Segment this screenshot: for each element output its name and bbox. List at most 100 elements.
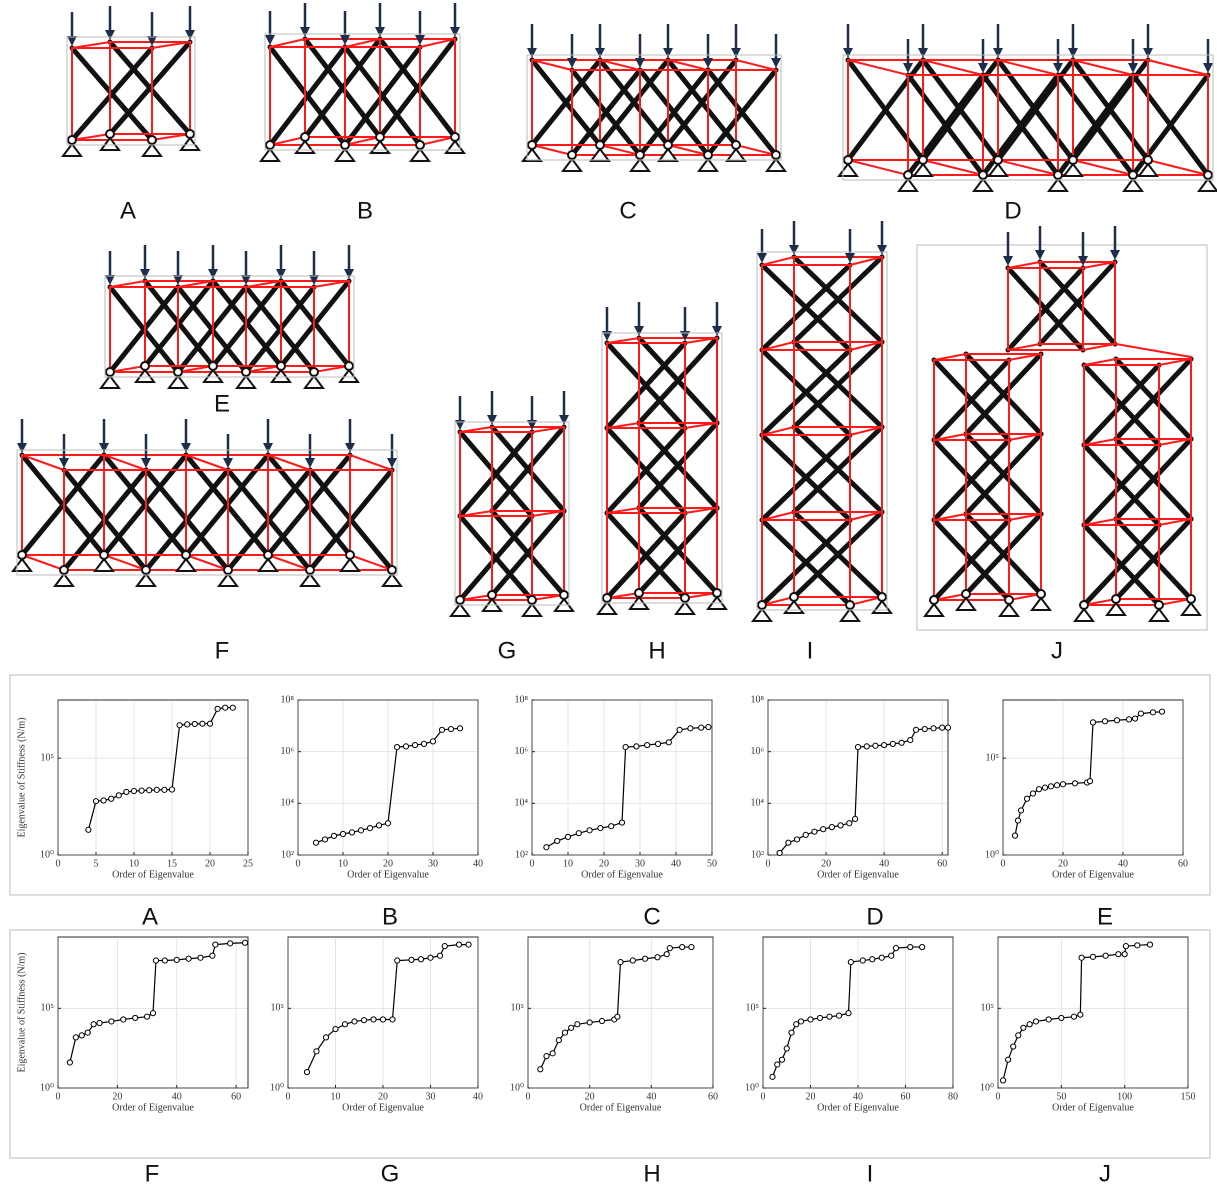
data-point — [199, 720, 206, 727]
support — [561, 157, 583, 172]
data-point — [168, 786, 176, 793]
data-point — [389, 1016, 396, 1023]
data-point — [597, 824, 604, 832]
load-arrowhead — [300, 27, 310, 37]
support — [61, 142, 83, 157]
data-point — [303, 1068, 311, 1076]
data-point — [206, 720, 214, 727]
data-point — [666, 945, 673, 952]
plot-border — [527, 936, 714, 1089]
load-arrowhead — [387, 458, 397, 468]
x-tick-label: 30 — [635, 858, 645, 869]
truss-member — [419, 136, 456, 146]
data-point — [393, 744, 401, 751]
truss-brace — [791, 424, 885, 515]
truss-member — [1008, 433, 1042, 441]
support — [1148, 607, 1170, 622]
diagram-frame — [916, 244, 1208, 631]
x-tick-label: 5 — [94, 858, 99, 869]
data-point — [1029, 790, 1037, 797]
data-point — [1125, 716, 1133, 723]
data-point — [688, 943, 695, 951]
load-arrowhead — [1128, 63, 1138, 73]
data-point — [774, 1061, 781, 1068]
truss-brace — [963, 351, 1044, 437]
support — [294, 139, 316, 154]
truss-member — [71, 133, 111, 141]
diagram-frame — [104, 275, 355, 378]
truss-member — [344, 136, 381, 146]
data-point — [229, 704, 236, 711]
data-point — [436, 952, 444, 959]
truss-brace — [759, 432, 853, 523]
truss-brace — [1081, 522, 1162, 608]
x-axis-label: Order of Eigenvalue — [112, 869, 194, 880]
truss-brace — [1113, 516, 1194, 602]
data-point — [1149, 709, 1157, 716]
load-arrowhead — [140, 269, 150, 279]
x-tick-label: 40 — [473, 1091, 483, 1102]
truss-member — [997, 159, 1059, 176]
load-arrowhead — [567, 58, 577, 68]
data-point — [417, 956, 425, 963]
load-arrowhead — [263, 443, 273, 453]
truss-brace — [69, 45, 155, 143]
truss-brace — [931, 517, 1012, 603]
data-point — [705, 723, 712, 731]
truss-brace — [905, 72, 986, 178]
x-tick-label: 40 — [853, 1091, 863, 1102]
load-arrowhead — [59, 458, 69, 468]
data-point — [96, 1019, 103, 1027]
diagram-label: G — [498, 637, 517, 664]
data-point — [828, 824, 835, 831]
data-point — [375, 822, 383, 829]
support — [93, 557, 115, 572]
truss-brace — [604, 340, 688, 431]
data-point — [1005, 1056, 1012, 1063]
truss-member — [185, 554, 229, 571]
x-tick-label: 0 — [1001, 858, 1006, 869]
support — [449, 602, 471, 617]
load-arrowhead — [181, 443, 191, 453]
plot-border — [762, 936, 954, 1089]
support — [338, 368, 360, 383]
data-point — [120, 1016, 127, 1023]
data-point — [854, 744, 862, 751]
data-point — [1010, 1043, 1017, 1050]
support — [955, 596, 977, 611]
data-point — [785, 839, 792, 846]
truss-brace — [1070, 57, 1151, 163]
truss-member — [847, 159, 909, 176]
x-tick-label: 10 — [338, 858, 348, 869]
data-point — [1102, 952, 1109, 959]
truss-member — [667, 144, 709, 156]
truss-member — [606, 592, 640, 599]
support — [299, 572, 321, 587]
support — [972, 177, 994, 192]
data-point — [802, 831, 809, 838]
data-point — [845, 1010, 852, 1017]
data-point — [1137, 710, 1145, 717]
x-tick-label: 50 — [707, 858, 717, 869]
plot-area — [767, 699, 949, 856]
data-point — [123, 788, 130, 796]
chart-panel: 0 10 20 30 40 10⁰ 10⁵ Order of Eigenvalue G — [270, 936, 483, 1187]
x-tick-label: 50 — [1056, 1091, 1066, 1102]
data-point — [176, 722, 183, 729]
load-arrowhead — [185, 30, 195, 40]
charts: 0 5 10 15 20 25 10⁰ 10⁵ Order of Eigenvalue Eigen… — [16, 694, 1195, 1187]
chart-panel: 0 20 40 60 10² 10⁴ 10⁶ 10⁸ Order of Eigenvalue D — [751, 694, 952, 930]
y-tick-label: 10⁵ — [986, 752, 1000, 763]
chart-panel: 0 5 10 15 20 25 10⁰ 10⁵ Order of Eigenvalue Eigen… — [16, 699, 253, 930]
x-tick-label: 80 — [948, 1091, 958, 1102]
truss-brace — [377, 36, 458, 140]
data-point — [598, 1017, 606, 1025]
data-point — [227, 940, 234, 947]
data-point — [878, 954, 885, 961]
truss-brace — [107, 39, 193, 137]
truss-brace — [845, 57, 926, 163]
truss-brace — [1005, 265, 1086, 353]
chart-row-frame — [9, 674, 1211, 896]
truss-member — [667, 59, 709, 71]
panel-label: I — [867, 1160, 874, 1187]
